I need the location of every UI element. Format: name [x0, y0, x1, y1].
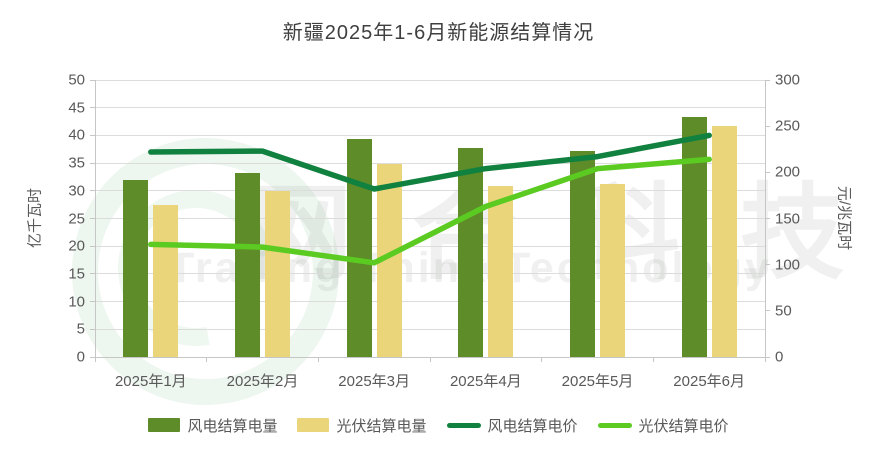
right-axis-tick	[765, 264, 770, 266]
left-axis-tick	[90, 190, 95, 192]
left-axis-tick-label: 35	[68, 154, 85, 172]
gridline	[95, 162, 765, 164]
left-axis-tick-label: 25	[68, 210, 85, 227]
x-axis-tick	[541, 357, 543, 362]
wind-volume-bar	[458, 147, 484, 357]
left-axis-tick-label: 40	[68, 126, 85, 144]
right-axis-tick-label: 0	[775, 348, 784, 366]
right-axis-tick	[765, 310, 770, 312]
gridline	[95, 218, 765, 219]
left-axis-tick-label: 50	[68, 71, 85, 89]
left-axis-tick	[90, 301, 95, 303]
solar-volume-bar	[153, 204, 179, 357]
solar-price-line	[148, 156, 712, 266]
legend-item: 风电结算电量	[148, 415, 277, 436]
right-axis-tick	[765, 218, 770, 219]
legend-item: 光伏结算电价	[597, 415, 729, 436]
left-axis-tick-label: 0	[76, 348, 85, 366]
legend-label: 光伏结算电量	[336, 417, 427, 435]
left-axis-tick-label: 20	[68, 237, 85, 255]
x-axis-tick	[317, 357, 319, 362]
legend-item: 风电结算电价	[446, 415, 578, 436]
x-axis-label: 2025年5月	[561, 373, 634, 390]
legend-line-swatch	[446, 422, 481, 428]
legend-label: 光伏结算电价	[638, 417, 729, 435]
left-axis-tick	[90, 134, 95, 136]
gridline	[95, 328, 765, 330]
right-axis-tick	[765, 356, 770, 358]
wind-price-line	[148, 132, 712, 192]
x-axis-tick	[429, 357, 431, 362]
gridline	[95, 134, 765, 136]
legend: 风电结算电量 光伏结算电量 风电结算电价 光伏结算电价	[0, 410, 877, 440]
left-axis-tick	[90, 356, 95, 358]
left-axis-tick	[90, 245, 95, 247]
left-axis-tick	[90, 107, 95, 109]
right-axis-tick-label: 100	[775, 256, 801, 274]
gridline	[95, 301, 765, 303]
solar-volume-bar	[600, 184, 625, 357]
gridline	[95, 190, 765, 192]
left-axis-tick	[90, 273, 95, 275]
gridline	[95, 107, 765, 109]
gridline	[95, 245, 765, 247]
left-axis-tick-label: 15	[68, 265, 85, 283]
wind-volume-bar	[123, 180, 149, 357]
left-axis-tick	[90, 218, 95, 219]
x-axis-label: 2025年1月	[114, 373, 187, 390]
right-axis-line	[764, 80, 766, 357]
legend-label: 风电结算电价	[487, 417, 578, 435]
wind-volume-bar	[346, 139, 372, 357]
legend-line-swatch	[597, 422, 632, 428]
legend-bar-swatch	[297, 418, 330, 432]
x-axis-tick	[764, 357, 766, 362]
left-axis-tick-label: 45	[68, 99, 85, 117]
gridline	[95, 273, 765, 275]
right-axis-tick	[765, 171, 770, 173]
wind-volume-bar	[570, 150, 595, 357]
chart-title: 新疆2025年1-6月新能源结算情况	[282, 22, 595, 44]
solar-volume-bar	[488, 185, 514, 357]
left-axis-tick	[90, 328, 95, 330]
legend-item: 光伏结算电量	[297, 415, 427, 436]
wind-volume-bar	[235, 172, 260, 357]
x-axis-tick	[206, 357, 208, 362]
right-axis-tick-label: 300	[775, 71, 801, 89]
legend-bar-swatch	[148, 418, 181, 432]
x-axis-tick	[94, 357, 96, 362]
wind-volume-bar	[681, 117, 707, 357]
right-axis-tick-label: 50	[775, 302, 792, 320]
left-axis-tick-label: 30	[68, 182, 85, 200]
right-axis-tick-label: 250	[775, 117, 801, 135]
right-axis-tick	[765, 79, 770, 81]
x-axis-label: 2025年3月	[338, 373, 411, 390]
x-axis-label: 2025年6月	[673, 373, 746, 390]
left-axis-line	[94, 80, 96, 357]
left-axis-tick-label: 5	[76, 320, 85, 338]
left-axis-tick-label: 10	[68, 293, 85, 311]
right-axis-tick-label: 200	[775, 163, 801, 181]
solar-volume-bar	[711, 125, 737, 357]
x-axis-tick	[652, 357, 654, 362]
solar-volume-bar	[265, 190, 290, 357]
right-axis-tick	[765, 125, 770, 127]
legend-label: 风电结算电量	[187, 417, 278, 435]
left-axis-tick	[90, 79, 95, 81]
x-axis-label: 2025年2月	[226, 373, 299, 390]
left-axis-tick	[90, 162, 95, 164]
gridline	[95, 79, 765, 81]
right-axis-tick-label: 150	[775, 210, 801, 227]
x-axis-label: 2025年4月	[449, 373, 522, 390]
